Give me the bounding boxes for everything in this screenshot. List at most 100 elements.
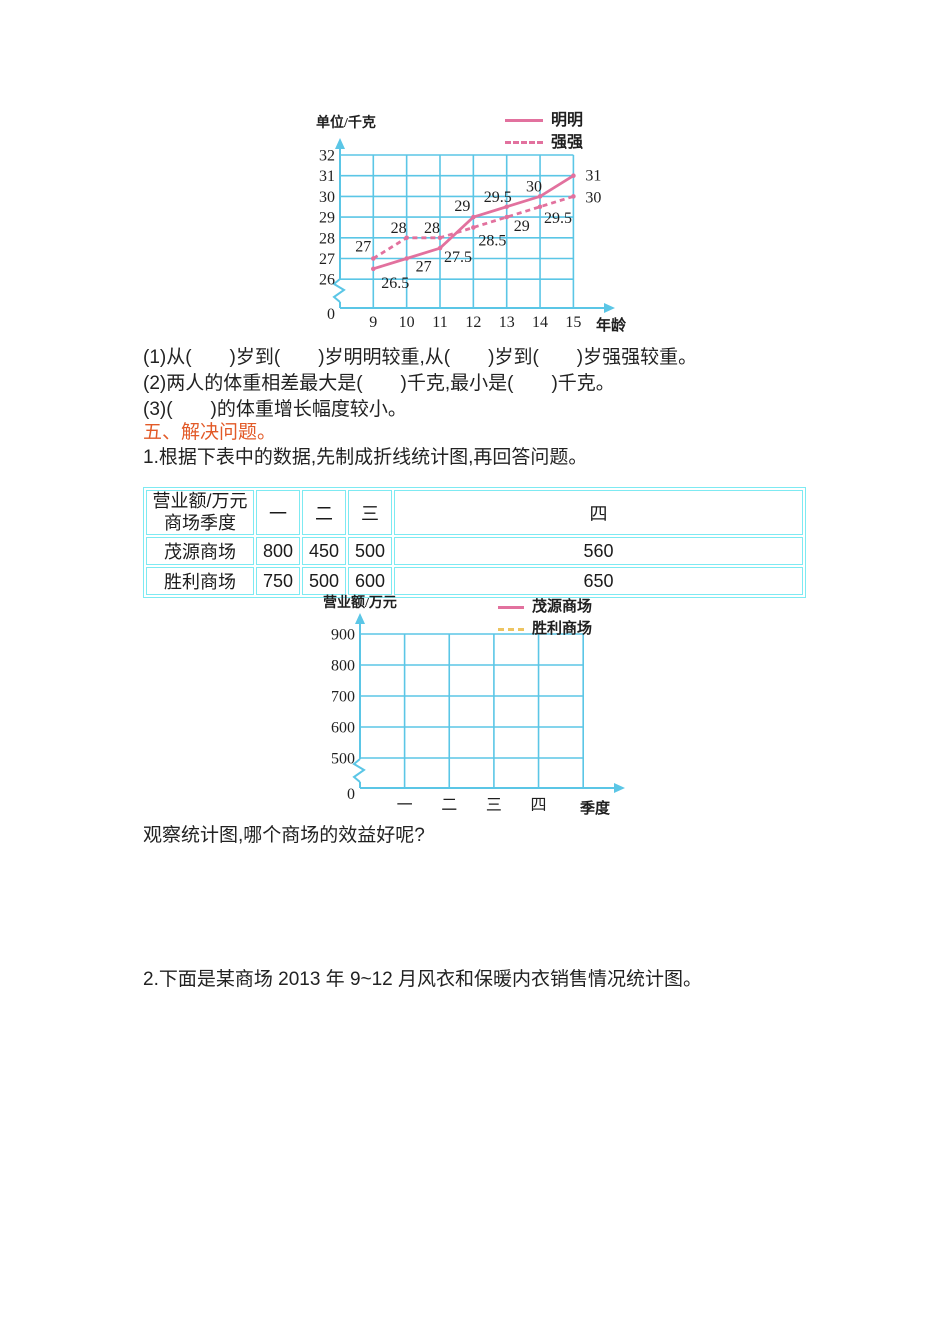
x-tick-label: 二 [441, 797, 457, 814]
data-point-label: 30 [526, 178, 542, 195]
data-point-label: 26.5 [381, 275, 409, 292]
sales-table: 营业额/万元商场季度 一 二 三 四 茂源商场 800 450 500 560 胜利商场 7… [143, 487, 806, 599]
legend-entry-mingming: 明明 [505, 111, 583, 130]
x-tick-label: 13 [499, 314, 515, 331]
legend-label: 胜利商场 [532, 621, 593, 637]
weight-line-chart: 32 31 30 29 28 27 26 0 9 10 11 12 13 14 15 26.5 27 27.5 29… [319, 138, 615, 331]
data-point [404, 235, 409, 241]
y-tick-label: 500 [331, 751, 355, 768]
data-point-label: 28 [391, 220, 407, 237]
chart1-xaxis-label: 年龄 [596, 318, 627, 334]
y-tick-label: 32 [319, 148, 335, 165]
y-tick-label: 26 [319, 272, 335, 289]
chart1-legend: 明明 强强 [505, 111, 583, 152]
dashed-pink-line-icon [505, 141, 543, 144]
x-tick-label: 15 [565, 314, 581, 331]
data-point [571, 194, 576, 199]
data-point [537, 194, 543, 199]
y-tick-label: 800 [331, 658, 355, 675]
data-point-label: 27 [416, 259, 432, 276]
data-point [371, 256, 376, 261]
observe-question: 观察统计图,哪个商场的效益好呢? [143, 825, 425, 846]
table-cell: 450 [302, 537, 346, 566]
y-axis-arrow-icon [335, 138, 345, 149]
x-tick-label: 10 [399, 314, 415, 331]
data-point [504, 204, 509, 210]
solid-pink-line-icon [505, 119, 543, 122]
data-point-label: 29 [454, 198, 470, 215]
legend-entry-maoyuan: 茂源商场 [498, 598, 592, 617]
data-point-label: 30 [585, 189, 601, 206]
question-1: (1)从( )岁到( )岁明明较重,从( )岁到( )岁强强较重。 [143, 347, 698, 368]
dashed-yellow-line-icon [498, 628, 524, 631]
chart2-unit-label: 营业额/万元 [323, 596, 397, 611]
x-axis-arrow-icon [604, 303, 615, 313]
table-row: 胜利商场 750 500 600 650 [146, 567, 803, 596]
data-point [504, 214, 509, 220]
origin-label: 0 [327, 306, 335, 323]
table-cell: 500 [348, 537, 392, 566]
data-point [471, 214, 476, 220]
y-tick-label: 27 [319, 251, 335, 268]
data-point-label: 28.5 [478, 232, 506, 249]
legend-entry-qiangqiang: 强强 [505, 133, 583, 152]
table-cell: 650 [394, 567, 803, 596]
legend-entry-shengli: 胜利商场 [498, 620, 592, 639]
data-point-label: 29.5 [544, 210, 572, 227]
data-point [437, 245, 443, 251]
question-3: (3)( )的体重增长幅度较小。 [143, 399, 407, 420]
data-point-label: 29 [514, 218, 530, 235]
axis-break-squiggle [332, 278, 346, 303]
y-axis-arrow-icon [355, 613, 365, 624]
table-cell: 750 [256, 567, 300, 596]
solid-pink-line-icon [498, 606, 524, 609]
row-header-cell: 茂源商场 [146, 537, 254, 566]
y-tick-label: 900 [331, 627, 355, 644]
question-2: (2)两人的体重相差最大是( )千克,最小是( )千克。 [143, 373, 615, 394]
x-tick-label: 12 [465, 314, 481, 331]
data-point-label: 27.5 [444, 249, 472, 266]
problem-1-intro: 1.根据下表中的数据,先制成折线统计图,再回答问题。 [143, 447, 588, 468]
chart2-legend: 茂源商场 胜利商场 [498, 598, 592, 639]
x-axis-arrow-icon [614, 783, 625, 793]
x-tick-label: 三 [486, 797, 502, 814]
col-header-q3: 三 [348, 490, 392, 536]
legend-label: 强强 [551, 133, 584, 151]
table-cell: 600 [348, 567, 392, 596]
chart2-xaxis-label: 季度 [580, 801, 611, 817]
axis-break-squiggle [352, 758, 366, 783]
table-row: 茂源商场 800 450 500 560 [146, 537, 803, 566]
chart1-unit-label: 单位/千克 [316, 116, 376, 131]
x-tick-label: 9 [369, 314, 377, 331]
row-header-cell: 胜利商场 [146, 567, 254, 596]
y-tick-label: 700 [331, 689, 355, 706]
x-tick-label: 四 [531, 797, 547, 814]
y-tick-label: 30 [319, 189, 335, 206]
data-point [537, 204, 543, 210]
problem-2-intro: 2.下面是某商场 2013 年 9~12 月风衣和保暖内衣销售情况统计图。 [143, 969, 703, 990]
data-point-label: 31 [585, 168, 601, 185]
table-cell: 500 [302, 567, 346, 596]
sales-line-chart-empty: 900 800 700 600 500 0 一 二 三 四 [331, 613, 625, 814]
data-point [571, 173, 576, 178]
y-tick-label: 600 [331, 720, 355, 737]
y-tick-label: 29 [319, 210, 335, 227]
x-tick-label: 14 [532, 314, 548, 331]
col-header-q2: 二 [302, 490, 346, 536]
x-tick-label: 一 [397, 797, 413, 814]
y-tick-label: 31 [319, 168, 335, 185]
x-tick-label: 11 [432, 314, 447, 331]
col-header-q4: 四 [394, 490, 803, 536]
legend-label: 明明 [551, 111, 584, 129]
corner-header-cell: 营业额/万元商场季度 [146, 490, 254, 536]
table-cell: 560 [394, 537, 803, 566]
table-header-row: 营业额/万元商场季度 一 二 三 四 [146, 490, 803, 536]
legend-label: 茂源商场 [532, 599, 593, 615]
origin-label: 0 [347, 786, 355, 803]
table-body: 茂源商场 800 450 500 560 胜利商场 750 500 600 650 [146, 537, 803, 596]
y-tick-label: 28 [319, 230, 335, 247]
col-header-q1: 一 [256, 490, 300, 536]
data-point-label: 28 [424, 220, 440, 237]
data-point [437, 235, 443, 241]
